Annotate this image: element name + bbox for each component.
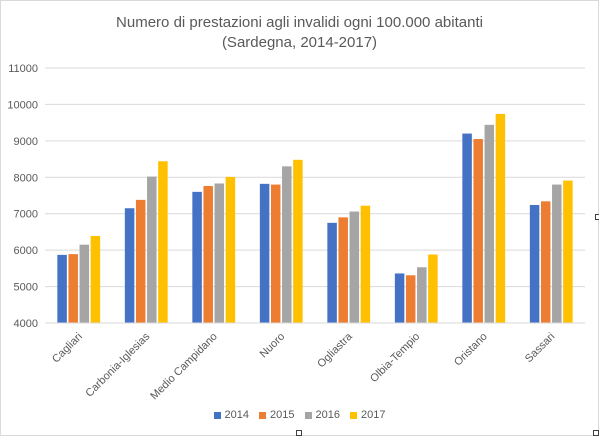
bar-2014 (394, 273, 405, 323)
bar-2017 (90, 235, 101, 323)
resize-handle-bottom[interactable] (296, 430, 302, 436)
bar-2015 (338, 217, 348, 323)
resize-handle-right[interactable] (595, 214, 599, 220)
legend-swatch (349, 411, 357, 419)
bar-2016 (214, 183, 225, 323)
x-tick-label: Olbia-Tempio (368, 331, 422, 385)
bar-2014 (192, 191, 202, 323)
x-tick-label: Nuoro (258, 331, 288, 361)
legend-item: 2014 (213, 409, 250, 421)
resize-handle-corner[interactable] (593, 430, 599, 436)
bar-2015 (405, 275, 416, 323)
x-tick-label: Carbonia-Iglesias (83, 330, 152, 399)
bar-2017 (563, 180, 573, 323)
bar-2016 (79, 244, 90, 323)
chart-title: Numero di prestazioni agli invalidi ogni… (116, 14, 483, 31)
bar-2017 (293, 159, 303, 323)
bar-2015 (203, 186, 213, 323)
legend-label: 2016 (315, 409, 340, 421)
y-tick-label: 9000 (14, 136, 38, 148)
bar-2014 (57, 254, 67, 323)
chart-subtitle: (Sardegna, 2014-2017) (221, 34, 378, 51)
bar-2017 (158, 161, 168, 323)
bar-2016 (282, 166, 292, 323)
y-tick-label: 8000 (14, 172, 38, 184)
bar-2014 (124, 208, 135, 323)
bar-2014 (462, 133, 472, 323)
x-tick-label: Oristano (452, 331, 490, 369)
y-tick-label: 10000 (7, 99, 38, 111)
bar-2014 (327, 222, 337, 323)
bar-2017 (495, 113, 506, 324)
bar-2014 (529, 204, 540, 323)
bar-2015 (135, 199, 146, 323)
bar-2016 (417, 267, 427, 323)
bar-2017 (360, 205, 371, 323)
x-tick-label: Medio Campidano (148, 331, 220, 403)
bar-2015 (68, 254, 78, 323)
legend-label: 2015 (270, 409, 295, 421)
bar-2017 (428, 254, 438, 323)
legend-item: 2015 (259, 409, 295, 421)
bar-2016 (484, 124, 495, 323)
bar-2015 (540, 201, 551, 323)
bar-2016 (552, 184, 562, 323)
y-tick-label: 5000 (14, 282, 38, 294)
x-tick-label: Ogliastra (315, 330, 355, 370)
legend-item: 2016 (304, 409, 340, 421)
chart-legend: 2014 2015 2016 2017 (0, 409, 599, 421)
y-tick-label: 11000 (8, 63, 38, 75)
legend-label: 2014 (224, 409, 250, 421)
bar-2014 (259, 183, 270, 323)
legend-item: 2017 (349, 409, 386, 421)
legend-swatch (304, 411, 312, 419)
bar-2015 (270, 184, 281, 323)
legend-swatch (259, 411, 267, 419)
legend-swatch (213, 411, 221, 419)
y-tick-label: 4000 (14, 318, 38, 330)
x-tick-label: Sassari (523, 331, 557, 365)
bar-2017 (225, 176, 236, 323)
y-tick-label: 7000 (14, 209, 38, 221)
x-tick-label: Cagliari (50, 331, 85, 366)
bar-2015 (473, 139, 483, 323)
bar-2016 (349, 211, 360, 323)
bar-2016 (147, 176, 157, 323)
y-tick-label: 6000 (14, 245, 38, 257)
legend-label: 2017 (360, 409, 386, 421)
